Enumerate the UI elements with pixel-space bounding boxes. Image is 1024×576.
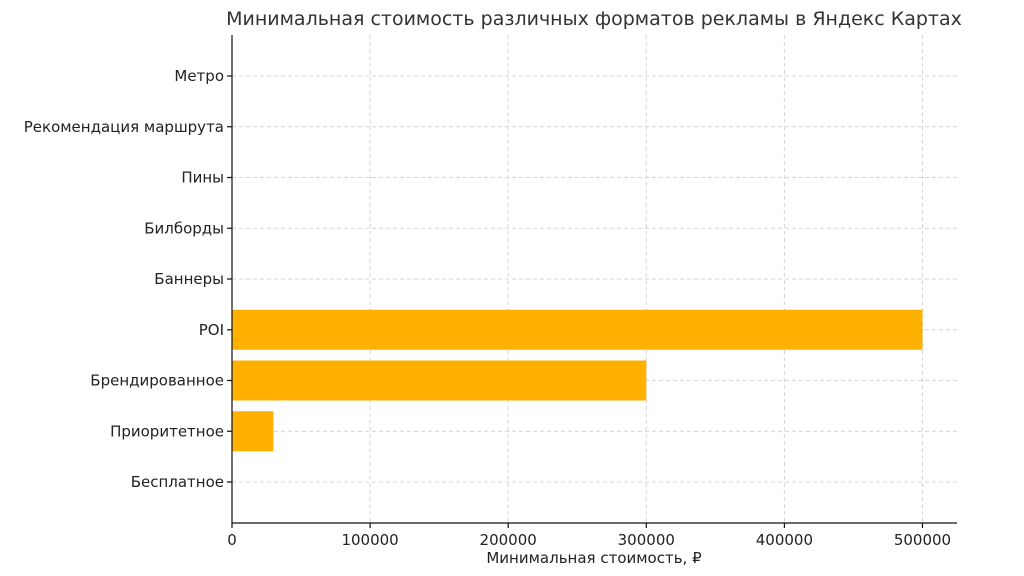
y-tick-label: Приоритетное — [110, 422, 224, 440]
x-tick-labels: 0 100000 200000 300000 400000 500000 — [227, 523, 951, 549]
x-tick-label: 0 — [227, 531, 237, 549]
y-tick-labels: Бесплатное Приоритетное Брендированное POI Б… — [24, 67, 232, 491]
y-tick-label: Брендированное — [90, 372, 224, 390]
y-tick-label: Метро — [174, 67, 224, 85]
y-tick-label: Билборды — [144, 219, 224, 237]
grid-lines — [232, 35, 957, 523]
x-tick-label: 100000 — [341, 531, 398, 549]
y-tick-label: Баннеры — [154, 270, 224, 288]
x-axis-label: Минимальная стоимость, ₽ — [486, 549, 702, 567]
x-tick-label: 500000 — [894, 531, 951, 549]
x-tick-label: 400000 — [756, 531, 813, 549]
bar — [232, 360, 647, 401]
y-tick-label: Бесплатное — [131, 473, 224, 491]
y-tick-label: POI — [199, 321, 224, 339]
bar — [232, 309, 923, 350]
y-tick-label: Пины — [181, 169, 224, 187]
y-tick-label: Рекомендация маршрута — [24, 118, 224, 136]
bars — [232, 309, 923, 452]
x-tick-label: 300000 — [618, 531, 675, 549]
x-tick-label: 200000 — [480, 531, 537, 549]
chart-title: Минимальная стоимость различных форматов… — [226, 8, 962, 30]
bar — [232, 411, 274, 452]
